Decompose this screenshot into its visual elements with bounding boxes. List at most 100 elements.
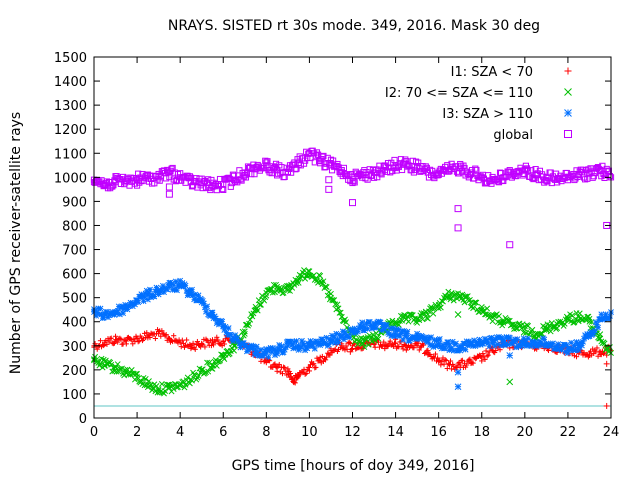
data-point [143,172,150,179]
data-point [366,166,373,173]
data-point [311,361,317,367]
data-point [144,175,151,182]
data-point [466,357,472,363]
x-tick-label: 2 [133,425,141,440]
x-tick-label: 10 [301,425,318,440]
data-point [482,356,488,363]
data-point [134,335,140,342]
data-point [399,317,405,324]
data-point [382,343,388,349]
data-point [209,311,216,318]
x-tick-label: 16 [430,425,447,440]
data-point [450,297,457,304]
data-point [392,330,399,337]
data-point [496,169,504,176]
data-point [142,375,149,382]
data-point [338,333,345,340]
y-tick-label: 800 [62,219,87,234]
data-point [221,341,227,347]
data-point [350,177,357,185]
data-point [280,364,287,370]
data-point [231,335,237,342]
legend-marker [564,109,572,117]
outlier-point [454,383,462,391]
data-point [303,370,309,377]
data-point [101,342,107,349]
data-point [162,388,169,394]
data-point [101,311,108,318]
data-point [532,171,539,179]
data-point [544,178,551,185]
data-point [215,337,221,343]
data-point [181,344,188,350]
data-point [435,301,442,308]
data-point [187,289,194,296]
data-point [152,335,158,342]
y-tick-label: 0 [79,412,87,427]
data-point [525,335,532,342]
data-point [263,162,270,169]
data-point [310,361,316,368]
data-point [278,343,285,350]
data-point [220,181,227,188]
series-square [90,147,615,194]
data-point [231,342,237,349]
data-point [464,362,470,368]
data-point [597,335,604,342]
data-point [573,354,580,360]
data-point [204,359,211,366]
outlier-point [454,311,462,318]
x-tick-label: 22 [560,425,577,440]
data-point [134,374,141,381]
data-point [575,342,582,349]
data-point [301,267,307,274]
data-point [247,316,254,323]
data-point [177,339,183,345]
outlier-point [603,402,610,409]
data-point [276,361,282,368]
data-point [338,313,345,320]
data-point [206,359,213,366]
data-point [311,345,318,352]
data-point [489,313,496,320]
data-point [317,340,324,347]
y-tick-label: 400 [62,316,87,331]
data-point [400,346,406,352]
data-point [543,340,550,347]
data-point [108,361,115,368]
data-point [163,331,169,338]
data-point [170,386,177,392]
data-point [489,318,496,325]
data-point [480,350,486,357]
data-point [317,157,324,164]
data-point [296,372,302,378]
data-point [597,331,604,338]
data-point [97,338,104,344]
data-point [470,305,477,312]
outlier-point [165,190,173,198]
data-point [532,339,539,346]
data-point [192,346,198,352]
data-point [231,347,237,354]
data-point [295,342,302,349]
y-axis-label: Number of GPS receiver-satellite rays [8,112,24,374]
data-point [252,347,259,354]
data-point [331,297,338,304]
data-point [227,183,234,190]
data-point [500,318,507,325]
data-point [489,348,496,354]
data-point [165,335,171,341]
x-tick-label: 4 [176,425,184,440]
data-point [158,381,165,387]
outlier-point [347,348,354,355]
data-point [336,309,343,316]
data-point [246,164,253,172]
outlier-point [506,352,514,359]
y-tick-label: 1200 [54,123,87,138]
data-point [282,365,288,371]
data-point [467,169,475,176]
data-point [484,305,491,312]
data-point [284,287,291,294]
data-point [177,382,184,389]
data-point [123,177,130,185]
